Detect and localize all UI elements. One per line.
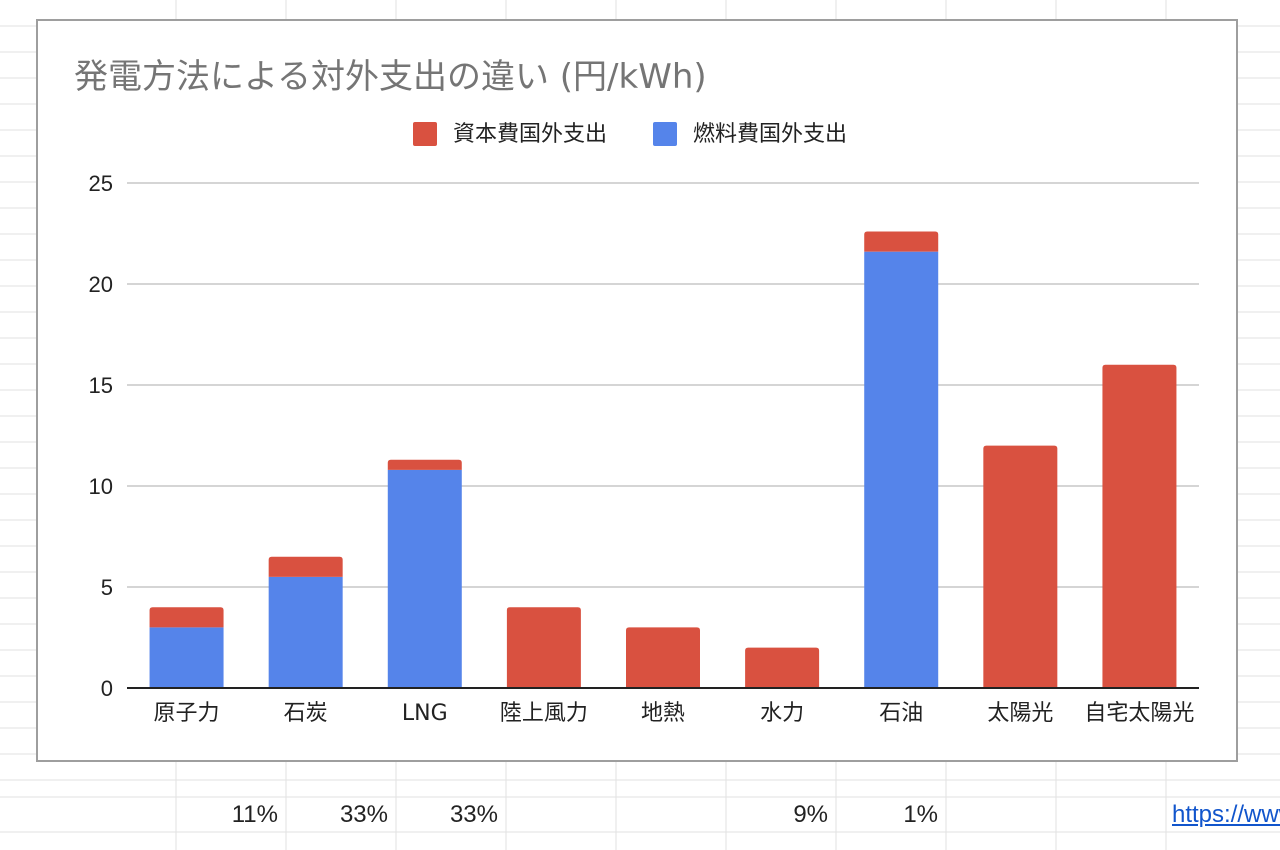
y-tick-label: 10 — [89, 474, 113, 499]
cell-value[interactable]: 9% — [793, 801, 828, 828]
bar-segment[interactable] — [626, 627, 700, 688]
x-tick-label: 太陽光 — [987, 701, 1053, 726]
y-tick-label: 5 — [101, 575, 113, 600]
x-tick-label: LNG — [402, 701, 448, 726]
y-axis-labels: 0 5 10 15 20 25 — [89, 171, 113, 701]
bar-segment[interactable] — [149, 627, 224, 688]
bar-segment[interactable] — [745, 647, 820, 688]
x-tick-label: 水力 — [760, 701, 804, 726]
chart-legend: 資本費国外支出 燃料費国外支出 — [413, 122, 847, 147]
y-tick-label: 0 — [101, 676, 113, 701]
bar-segment[interactable] — [983, 445, 1058, 688]
cell-value[interactable]: 11% — [231, 801, 278, 828]
cell-value[interactable]: 1% — [903, 801, 938, 828]
y-tick-label: 20 — [89, 272, 113, 297]
bar-segment[interactable] — [387, 459, 462, 470]
cell-value[interactable]: 33% — [339, 801, 388, 828]
x-tick-label: 石炭 — [284, 701, 328, 726]
chart-title: 発電方法による対外支出の違い (円/kWh) — [74, 57, 707, 97]
x-tick-label: 原子力 — [154, 701, 220, 726]
x-tick-label: 地熱 — [641, 701, 685, 726]
bar-segment[interactable] — [149, 607, 224, 628]
legend-label: 資本費国外支出 — [453, 122, 607, 147]
y-tick-label: 25 — [89, 171, 113, 196]
cell-value[interactable]: 33% — [449, 801, 498, 828]
legend-swatch — [413, 122, 437, 146]
legend-item[interactable]: 燃料費国外支出 — [653, 122, 847, 147]
x-tick-label: 自宅太陽光 — [1084, 701, 1194, 726]
bar-segment[interactable] — [387, 469, 462, 688]
bar-segment[interactable] — [506, 607, 581, 688]
legend-item[interactable]: 資本費国外支出 — [413, 122, 607, 147]
x-tick-label: 石油 — [879, 701, 923, 726]
legend-label: 燃料費国外支出 — [693, 122, 847, 147]
x-axis-labels: 原子力 石炭 LNG 陸上風力 地熱 水力 石油 太陽光 自宅太陽光 — [154, 701, 1195, 726]
bar-segment[interactable] — [1102, 364, 1177, 688]
link-cell[interactable]: https://www — [1172, 801, 1280, 828]
chart-bars — [127, 231, 1199, 689]
bar-segment[interactable] — [864, 231, 939, 252]
x-tick-label: 陸上風力 — [500, 701, 588, 726]
legend-swatch — [653, 122, 677, 146]
y-tick-label: 15 — [89, 373, 113, 398]
bar-segment[interactable] — [864, 251, 939, 688]
bar-segment[interactable] — [268, 576, 343, 688]
bar-segment[interactable] — [268, 556, 343, 577]
